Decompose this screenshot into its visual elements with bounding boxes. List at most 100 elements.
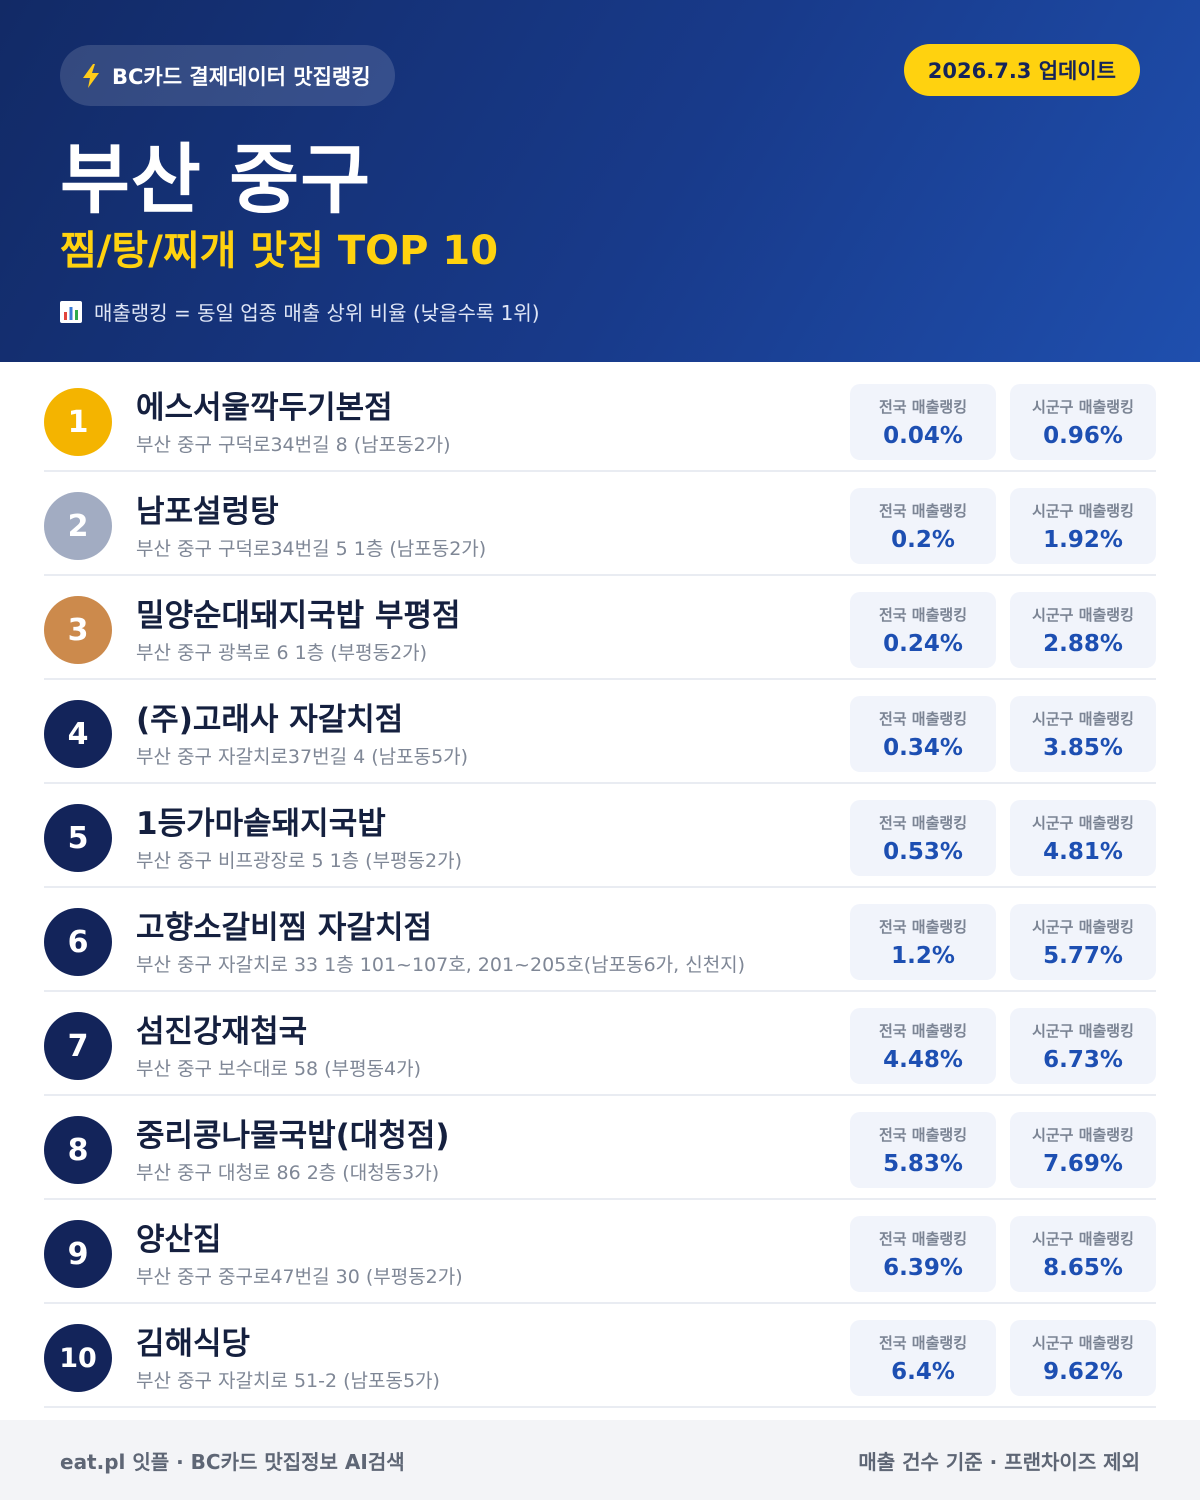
footer-brand: eat.pl 잇플 · BC카드 맛집정보 AI검색 bbox=[60, 1449, 405, 1474]
national-ranking-box: 전국 매출랭킹 0.24% bbox=[850, 592, 996, 668]
restaurant-address: 부산 중구 보수대로 58 (부평동4가) bbox=[136, 1058, 422, 1080]
national-ranking-box: 전국 매출랭킹 0.04% bbox=[850, 384, 996, 460]
restaurant-name: 양산집 bbox=[136, 1222, 222, 1258]
regional-ranking-box: 시군구 매출랭킹 1.92% bbox=[1010, 488, 1156, 564]
national-ranking-value: 5.83% bbox=[883, 1150, 963, 1177]
regional-ranking-label: 시군구 매출랭킹 bbox=[1032, 917, 1134, 936]
national-ranking-value: 6.39% bbox=[883, 1254, 963, 1281]
national-ranking-box: 전국 매출랭킹 0.2% bbox=[850, 488, 996, 564]
national-ranking-box: 전국 매출랭킹 5.83% bbox=[850, 1112, 996, 1188]
regional-ranking-label: 시군구 매출랭킹 bbox=[1032, 1021, 1134, 1040]
rank-badge: 7 bbox=[44, 1012, 112, 1080]
restaurant-address: 부산 중구 중구로47번길 30 (부평동2가) bbox=[136, 1266, 463, 1288]
national-ranking-value: 4.48% bbox=[883, 1046, 963, 1073]
list-item[interactable]: 8 중리콩나물국밥(대청점) 부산 중구 대청로 86 2층 (대청동3가) 전국 매… bbox=[44, 1096, 1156, 1200]
category-title: 찜/탕/찌개 맛집 TOP 10 bbox=[60, 228, 499, 274]
region-title: 부산 중구 bbox=[60, 135, 372, 224]
national-ranking-label: 전국 매출랭킹 bbox=[878, 1021, 968, 1040]
rank-badge: 3 bbox=[44, 596, 112, 664]
national-ranking-value: 1.2% bbox=[891, 942, 955, 969]
national-ranking-box: 전국 매출랭킹 0.53% bbox=[850, 800, 996, 876]
regional-ranking-box: 시군구 매출랭킹 4.81% bbox=[1010, 800, 1156, 876]
national-ranking-label: 전국 매출랭킹 bbox=[878, 1229, 968, 1248]
regional-ranking-box: 시군구 매출랭킹 5.77% bbox=[1010, 904, 1156, 980]
regional-ranking-value: 3.85% bbox=[1043, 734, 1123, 761]
rank-badge: 8 bbox=[44, 1116, 112, 1184]
ranking-legend: 매출랭킹 = 동일 업종 매출 상위 비율 (낮을수록 1위) bbox=[60, 297, 540, 326]
regional-ranking-label: 시군구 매출랭킹 bbox=[1032, 1125, 1134, 1144]
national-ranking-box: 전국 매출랭킹 4.48% bbox=[850, 1008, 996, 1084]
national-ranking-box: 전국 매출랭킹 6.4% bbox=[850, 1320, 996, 1396]
restaurant-name: 고향소갈비찜 자갈치점 bbox=[136, 910, 432, 946]
rank-badge: 6 bbox=[44, 908, 112, 976]
restaurant-name: (주)고래사 자갈치점 bbox=[136, 702, 404, 738]
restaurant-name: 중리콩나물국밥(대청점) bbox=[136, 1118, 450, 1154]
regional-ranking-label: 시군구 매출랭킹 bbox=[1032, 1229, 1134, 1248]
national-ranking-label: 전국 매출랭킹 bbox=[878, 1125, 968, 1144]
regional-ranking-value: 7.69% bbox=[1043, 1150, 1123, 1177]
regional-ranking-box: 시군구 매출랭킹 8.65% bbox=[1010, 1216, 1156, 1292]
national-ranking-box: 전국 매출랭킹 0.34% bbox=[850, 696, 996, 772]
restaurant-address: 부산 중구 구덕로34번길 8 (남포동2가) bbox=[136, 434, 451, 456]
regional-ranking-box: 시군구 매출랭킹 9.62% bbox=[1010, 1320, 1156, 1396]
restaurant-address: 부산 중구 구덕로34번길 5 1층 (남포동2가) bbox=[136, 538, 487, 560]
regional-ranking-label: 시군구 매출랭킹 bbox=[1032, 501, 1134, 520]
restaurant-name: 섬진강재첩국 bbox=[136, 1014, 308, 1050]
restaurant-address: 부산 중구 자갈치로 51-2 (남포동5가) bbox=[136, 1370, 440, 1392]
footer: eat.pl 잇플 · BC카드 맛집정보 AI검색 매출 건수 기준 · 프랜… bbox=[0, 1420, 1200, 1500]
bar-chart-icon bbox=[60, 300, 82, 323]
national-ranking-label: 전국 매출랭킹 bbox=[878, 709, 968, 728]
national-ranking-value: 0.04% bbox=[883, 422, 963, 449]
restaurant-address: 부산 중구 광복로 6 1층 (부평동2가) bbox=[136, 642, 428, 664]
regional-ranking-value: 1.92% bbox=[1043, 526, 1123, 553]
restaurant-name: 밀양순대돼지국밥 부평점 bbox=[136, 598, 461, 634]
regional-ranking-box: 시군구 매출랭킹 6.73% bbox=[1010, 1008, 1156, 1084]
restaurant-address: 부산 중구 자갈치로 33 1층 101~107호, 201~205호(남포동6… bbox=[136, 954, 746, 976]
regional-ranking-box: 시군구 매출랭킹 0.96% bbox=[1010, 384, 1156, 460]
footer-note: 매출 건수 기준 · 프랜차이즈 제외 bbox=[858, 1449, 1140, 1474]
regional-ranking-box: 시군구 매출랭킹 7.69% bbox=[1010, 1112, 1156, 1188]
national-ranking-label: 전국 매출랭킹 bbox=[878, 917, 968, 936]
lightning-bolt-icon bbox=[83, 63, 99, 88]
restaurant-address: 부산 중구 대청로 86 2층 (대청동3가) bbox=[136, 1162, 440, 1184]
national-ranking-label: 전국 매출랭킹 bbox=[878, 813, 968, 832]
rank-badge: 5 bbox=[44, 804, 112, 872]
rank-badge: 4 bbox=[44, 700, 112, 768]
rank-badge: 9 bbox=[44, 1220, 112, 1288]
rank-badge: 1 bbox=[44, 388, 112, 456]
regional-ranking-value: 9.62% bbox=[1043, 1358, 1123, 1385]
restaurant-name: 에스서울깍두기본점 bbox=[136, 390, 393, 426]
list-item[interactable]: 5 1등가마솥돼지국밥 부산 중구 비프광장로 5 1층 (부평동2가) 전국 매출랭… bbox=[44, 784, 1156, 888]
rank-badge: 2 bbox=[44, 492, 112, 560]
regional-ranking-label: 시군구 매출랭킹 bbox=[1032, 813, 1134, 832]
list-item[interactable]: 2 남포설렁탕 부산 중구 구덕로34번길 5 1층 (남포동2가) 전국 매출랭킹 0… bbox=[44, 472, 1156, 576]
national-ranking-value: 0.2% bbox=[891, 526, 955, 553]
regional-ranking-box: 시군구 매출랭킹 2.88% bbox=[1010, 592, 1156, 668]
regional-ranking-value: 4.81% bbox=[1043, 838, 1123, 865]
regional-ranking-box: 시군구 매출랭킹 3.85% bbox=[1010, 696, 1156, 772]
regional-ranking-value: 2.88% bbox=[1043, 630, 1123, 657]
legend-text: 매출랭킹 = 동일 업종 매출 상위 비율 (낮을수록 1위) bbox=[94, 301, 540, 325]
list-item[interactable]: 10 김해식당 부산 중구 자갈치로 51-2 (남포동5가) 전국 매출랭킹 6.4%… bbox=[44, 1304, 1156, 1408]
national-ranking-value: 0.53% bbox=[883, 838, 963, 865]
national-ranking-value: 0.24% bbox=[883, 630, 963, 657]
regional-ranking-value: 6.73% bbox=[1043, 1046, 1123, 1073]
national-ranking-label: 전국 매출랭킹 bbox=[878, 1333, 968, 1352]
national-ranking-box: 전국 매출랭킹 6.39% bbox=[850, 1216, 996, 1292]
regional-ranking-label: 시군구 매출랭킹 bbox=[1032, 605, 1134, 624]
regional-ranking-value: 0.96% bbox=[1043, 422, 1123, 449]
regional-ranking-label: 시군구 매출랭킹 bbox=[1032, 709, 1134, 728]
restaurant-address: 부산 중구 자갈치로37번길 4 (남포동5가) bbox=[136, 746, 469, 768]
source-label: BC카드 결제데이터 맛집랭킹 bbox=[112, 64, 371, 89]
national-ranking-label: 전국 매출랭킹 bbox=[878, 501, 968, 520]
restaurant-name: 1등가마솥돼지국밥 bbox=[136, 806, 386, 842]
national-ranking-label: 전국 매출랭킹 bbox=[878, 605, 968, 624]
rank-badge: 10 bbox=[44, 1324, 112, 1392]
